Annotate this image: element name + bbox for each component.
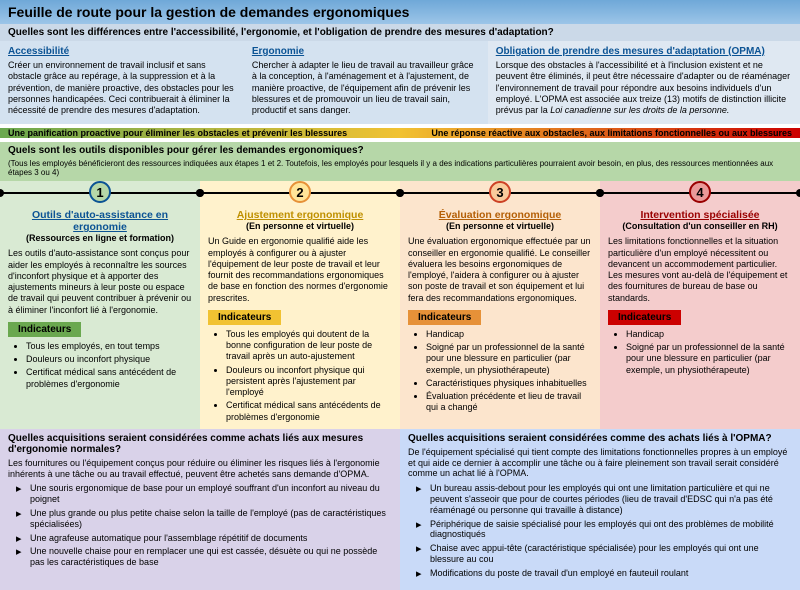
step-subtitle: (Consultation d'un conseiller en RH) — [608, 221, 792, 231]
timeline: 1 2 3 4 — [0, 181, 800, 205]
list-item: Chaise avec appui-tête (caractéristique … — [420, 543, 792, 565]
list-item: Périphérique de saisie spécialisé pour l… — [420, 519, 792, 541]
list-item: Une souris ergonomique de base pour un e… — [20, 483, 392, 505]
gradient-right-label: Une réponse réactive aux obstacles, aux … — [400, 128, 800, 138]
bottom-question: Quelles acquisitions seraient considérée… — [408, 433, 792, 444]
step-number-1: 1 — [89, 181, 111, 203]
step-title: Intervention spécialisée — [608, 209, 792, 221]
def-accessibility: Accessibilité Créer un environnement de … — [0, 41, 244, 124]
indicator-item: Certificat médical sans antécédents de p… — [226, 400, 392, 423]
indicators-list: Handicap Soigné par un professionnel de l… — [408, 329, 592, 414]
bottom-question: Quelles acquisitions seraient considérée… — [8, 433, 392, 455]
def-body: Lorsque des obstacles à l'accessibilité … — [496, 60, 792, 116]
indicators-label: Indicateurs — [8, 322, 81, 337]
indicator-item: Douleurs ou inconfort physique — [26, 354, 192, 365]
bottom-right: Quelles acquisitions seraient considérée… — [400, 429, 800, 590]
definitions-row: Accessibilité Créer un environnement de … — [0, 41, 800, 124]
step-title: Évaluation ergonomique — [408, 209, 592, 221]
step-body: Un Guide en ergonomie qualifié aide les … — [208, 236, 392, 304]
bottom-desc: De l'équipement spécialisé qui tient com… — [408, 447, 792, 479]
question-2: Quels sont les outils disponibles pour g… — [0, 142, 800, 159]
def-body: Chercher à adapter le lieu de travail au… — [252, 60, 480, 116]
indicators-list: Tous les employés, en tout temps Douleurs… — [8, 341, 192, 390]
def-body: Créer un environnement de travail inclus… — [8, 60, 236, 116]
indicator-item: Certificat médical sans antécédent de pr… — [26, 367, 192, 390]
gradient-left-label: Une panification proactive pour éliminer… — [0, 128, 400, 138]
step-title: Ajustement ergonomique — [208, 209, 392, 221]
step-column-4: Intervention spécialisée(Consultation d'… — [600, 205, 800, 429]
gradient-bar: Une panification proactive pour éliminer… — [0, 124, 800, 142]
bottom-list: Une souris ergonomique de base pour un e… — [8, 483, 392, 568]
indicator-item: Handicap — [426, 329, 592, 340]
def-ergonomics: Ergonomie Chercher à adapter le lieu de … — [244, 41, 488, 124]
step-column-1: Outils d'auto-assistance en ergonomie(Re… — [0, 205, 200, 429]
question-2-note: (Tous les employés bénéficieront des res… — [0, 159, 800, 181]
indicator-item: Douleurs ou inconfort physique qui persi… — [226, 365, 392, 399]
step-title: Outils d'auto-assistance en ergonomie — [8, 209, 192, 233]
step-column-3: Évaluation ergonomique(En personne et vi… — [400, 205, 600, 429]
bottom-left: Quelles acquisitions seraient considérée… — [0, 429, 400, 590]
indicator-item: Handicap — [626, 329, 792, 340]
indicator-item: Soigné par un professionnel de la santé … — [426, 342, 592, 376]
bottom-row: Quelles acquisitions seraient considérée… — [0, 429, 800, 590]
step-number-3: 3 — [489, 181, 511, 203]
step-body: Les limitations fonctionnelles et la sit… — [608, 236, 792, 304]
step-number-2: 2 — [289, 181, 311, 203]
indicators-label: Indicateurs — [408, 310, 481, 325]
list-item: Une nouvelle chaise pour en remplacer un… — [20, 546, 392, 568]
page-title: Feuille de route pour la gestion de dema… — [0, 0, 800, 24]
indicators-label: Indicateurs — [208, 310, 281, 325]
step-body: Une évaluation ergonomique effectuée par… — [408, 236, 592, 304]
list-item: Modifications du poste de travail d'un e… — [420, 568, 792, 579]
indicators-list: Tous les employés qui doutent de la bonn… — [208, 329, 392, 423]
def-title: Obligation de prendre des mesures d'adap… — [496, 46, 792, 57]
step-subtitle: (Ressources en ligne et formation) — [8, 233, 192, 243]
step-column-2: Ajustement ergonomique(En personne et vi… — [200, 205, 400, 429]
def-title: Accessibilité — [8, 46, 236, 57]
indicator-item: Évaluation précédente et lieu de travail… — [426, 391, 592, 414]
steps-row: Outils d'auto-assistance en ergonomie(Re… — [0, 205, 800, 429]
step-subtitle: (En personne et virtuelle) — [208, 221, 392, 231]
list-item: Une plus grande ou plus petite chaise se… — [20, 508, 392, 530]
list-item: Un bureau assis-debout pour les employés… — [420, 483, 792, 515]
question-1: Quelles sont les différences entre l'acc… — [0, 24, 800, 41]
indicator-item: Soigné par un professionnel de la santé … — [626, 342, 792, 376]
def-opma: Obligation de prendre des mesures d'adap… — [488, 41, 800, 124]
step-subtitle: (En personne et virtuelle) — [408, 221, 592, 231]
step-number-4: 4 — [689, 181, 711, 203]
indicator-item: Tous les employés qui doutent de la bonn… — [226, 329, 392, 363]
list-item: Une agrafeuse automatique pour l'assembl… — [20, 533, 392, 544]
bottom-list: Un bureau assis-debout pour les employés… — [408, 483, 792, 578]
indicator-item: Tous les employés, en tout temps — [26, 341, 192, 352]
bottom-desc: Les fournitures ou l'équipement conçus p… — [8, 458, 392, 480]
indicators-label: Indicateurs — [608, 310, 681, 325]
indicator-item: Caractéristiques physiques inhabituelles — [426, 378, 592, 389]
indicators-list: Handicap Soigné par un professionnel de l… — [608, 329, 792, 376]
def-title: Ergonomie — [252, 46, 480, 57]
step-body: Les outils d'auto-assistance sont conçus… — [8, 248, 192, 316]
